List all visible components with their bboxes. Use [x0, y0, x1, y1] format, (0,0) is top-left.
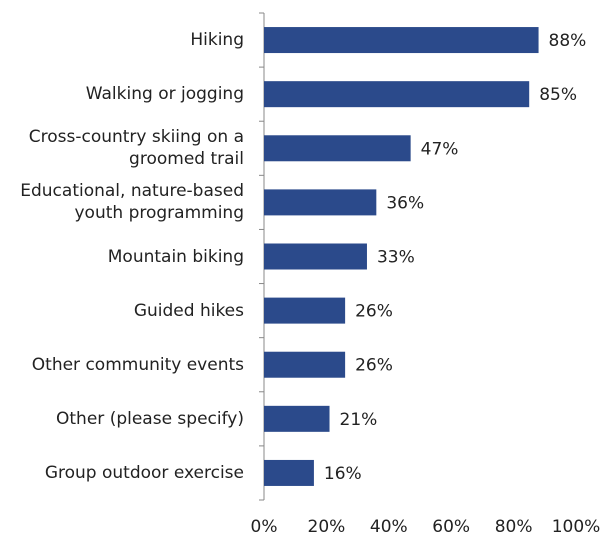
x-tick-label: 100%: [552, 517, 601, 537]
value-label: 21%: [340, 410, 378, 430]
category-label: Cross-country skiing on a groomed trail: [28, 127, 244, 170]
value-label: 88%: [549, 31, 587, 51]
value-label: 36%: [386, 193, 424, 213]
value-label: 16%: [324, 464, 362, 484]
x-tick-label: 20%: [308, 517, 346, 537]
bar: [264, 351, 346, 378]
bar: [264, 27, 539, 54]
value-label: 47%: [421, 139, 459, 159]
category-label: Mountain biking: [107, 246, 244, 267]
x-tick-label: 0%: [251, 517, 278, 537]
x-tick-label: 40%: [370, 517, 408, 537]
category-label: Guided hikes: [133, 300, 244, 321]
category-label: Other (please specify): [56, 408, 244, 429]
x-tick-label: 60%: [432, 517, 470, 537]
category-label: Other community events: [31, 354, 244, 375]
bar: [264, 243, 367, 270]
bar: [264, 189, 377, 216]
x-tick-label: 80%: [495, 517, 533, 537]
bar: [264, 81, 530, 108]
bar: [264, 135, 411, 162]
category-label: Hiking: [190, 30, 244, 51]
category-label: Walking or jogging: [85, 84, 244, 105]
bar: [264, 297, 346, 324]
bar: [264, 459, 314, 486]
bar: [264, 405, 330, 432]
category-label: Group outdoor exercise: [44, 462, 244, 483]
value-label: 26%: [355, 302, 393, 322]
value-label: 85%: [539, 85, 577, 105]
category-label: Educational, nature-based youth programm…: [20, 181, 244, 224]
value-label: 26%: [355, 356, 393, 376]
value-label: 33%: [377, 248, 415, 268]
